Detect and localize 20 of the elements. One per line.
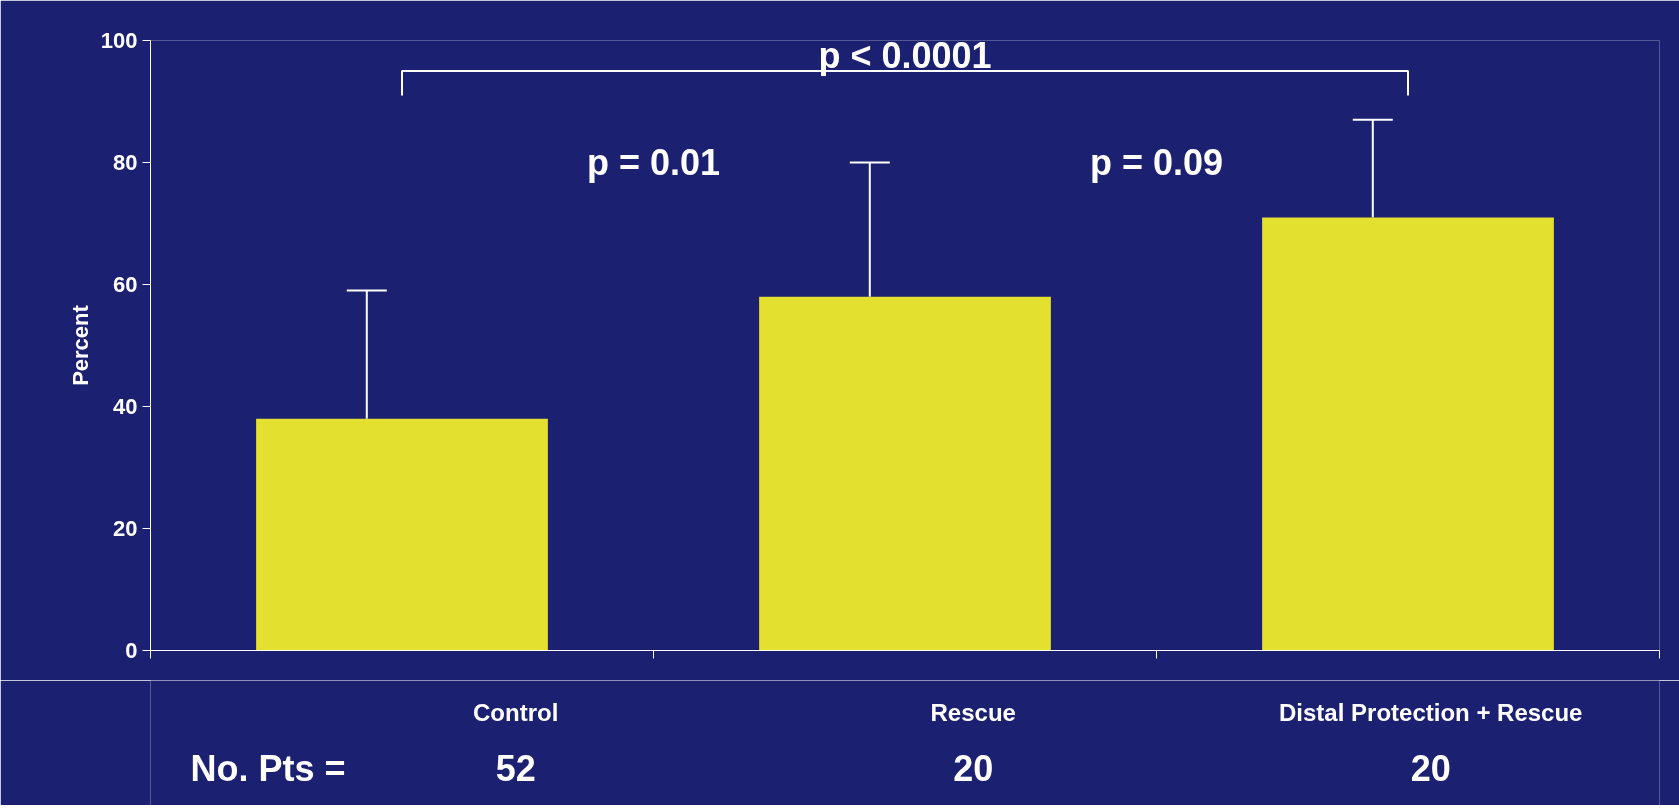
y-tick-label: 100 [100, 28, 138, 53]
y-axis-title: Percent [67, 304, 93, 386]
text: 52 [495, 748, 536, 789]
text: No. Pts = [190, 747, 346, 789]
y-tick-label: 40 [113, 394, 138, 419]
x-tick-label: Control [473, 699, 559, 727]
text: 20 [1410, 748, 1451, 789]
annotation: p = 0.09 [1089, 142, 1224, 183]
y-tick-label: 20 [113, 516, 138, 541]
bar [256, 418, 548, 651]
bar [1262, 217, 1554, 651]
x-tick-label: Distal Protection + Rescue [1279, 699, 1583, 727]
text: 20 [953, 748, 994, 789]
x-tick-label: Rescue [930, 699, 1016, 727]
y-tick-label: 0 [125, 638, 138, 663]
bar [759, 296, 1051, 651]
annotation: p = 0.01 [586, 142, 721, 183]
annotation: p < 0.0001 [818, 35, 992, 77]
y-tick-label: 80 [113, 150, 138, 175]
y-tick-label: 60 [113, 272, 138, 297]
